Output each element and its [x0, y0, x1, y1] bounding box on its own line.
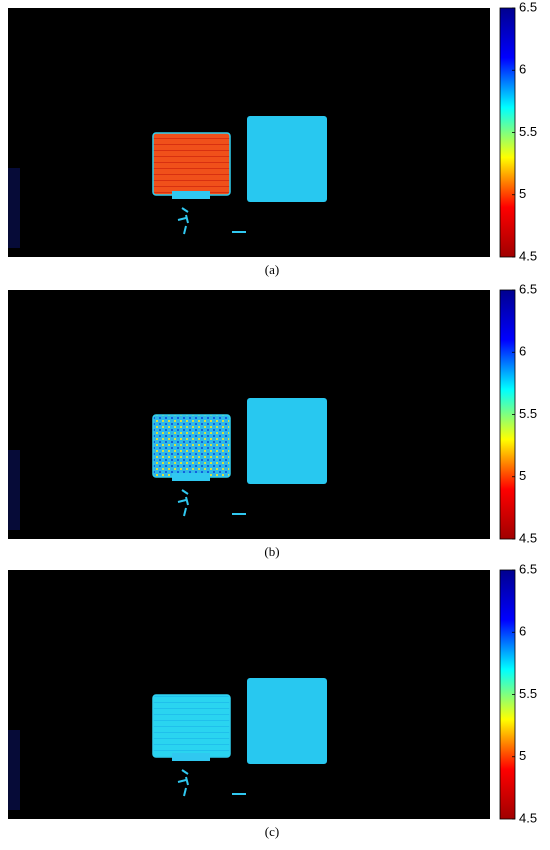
right-panel-region — [247, 398, 327, 484]
small-fragments — [177, 489, 246, 517]
caption: (a) — [265, 262, 279, 277]
colorbar-tick-label: 6.5 — [519, 561, 537, 576]
tab — [172, 191, 210, 199]
left-panel-region — [152, 414, 231, 478]
small-fragments — [177, 769, 246, 797]
tab — [172, 753, 210, 761]
caption: (b) — [264, 544, 279, 559]
tab — [172, 473, 210, 481]
caption: (c) — [265, 824, 279, 839]
edge-noise — [8, 450, 20, 530]
colorbar-tick-label: 5.5 — [519, 124, 537, 139]
small-fragments — [177, 207, 246, 235]
colorbar-tick-label: 5 — [519, 468, 526, 483]
colorbar-tick-label: 4.5 — [519, 810, 537, 825]
left-panel-region — [152, 132, 231, 196]
colorbar-tick-label: 6 — [519, 344, 526, 359]
right-panel-region — [247, 116, 327, 202]
colorbar-tick-label: 5 — [519, 748, 526, 763]
colorbar-tick-label: 5 — [519, 186, 526, 201]
colorbar-tick-label: 6 — [519, 62, 526, 77]
left-panel-region — [152, 694, 231, 758]
colorbar-tick-label: 4.5 — [519, 530, 537, 545]
colorbar-tick-label: 5.5 — [519, 406, 537, 421]
colorbar-tick-label: 4.5 — [519, 248, 537, 263]
colorbar-tick-label: 6.5 — [519, 0, 537, 14]
right-panel-region — [247, 678, 327, 764]
colorbar-tick-label: 6 — [519, 624, 526, 639]
edge-noise — [8, 730, 20, 810]
edge-noise — [8, 168, 20, 248]
colorbar-tick-label: 6.5 — [519, 281, 537, 296]
colorbar-tick-label: 5.5 — [519, 686, 537, 701]
